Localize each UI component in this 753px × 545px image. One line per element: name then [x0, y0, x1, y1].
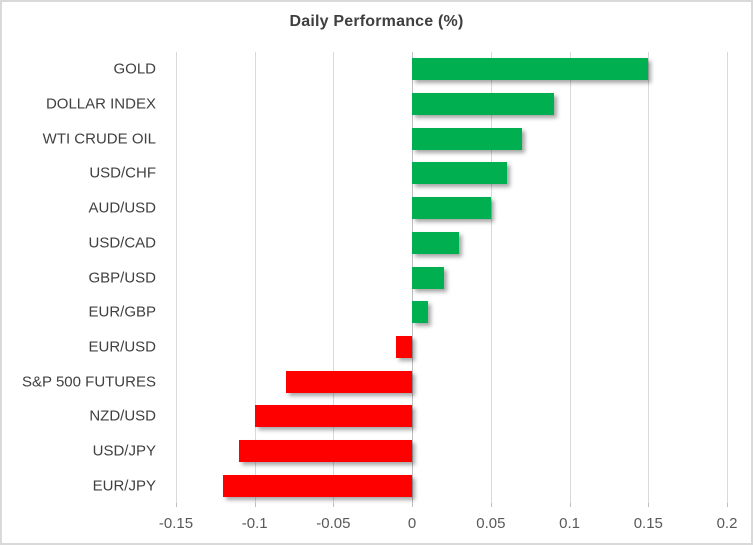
category-label: USD/CHF: [89, 164, 156, 182]
category-label: AUD/USD: [88, 199, 156, 217]
category-label: GOLD: [113, 60, 156, 78]
x-axis-tick-label: 0: [407, 515, 417, 532]
axis-tick-mark: [254, 503, 256, 507]
value-axis-labels: -0.15 -0.1 -0.05 0 0.05 0.1 0.15 0.2: [159, 515, 738, 537]
gridline: [569, 52, 571, 503]
plot-area: [176, 52, 728, 507]
chart-title: Daily Performance (%): [289, 13, 464, 30]
category-label: EUR/USD: [88, 338, 156, 356]
gridline: [648, 52, 650, 503]
category-label: EUR/GBP: [88, 303, 156, 321]
bar-eur-jpy: [223, 474, 413, 497]
category-label: EUR/JPY: [92, 477, 156, 495]
bar-s-p-500-futures: [286, 370, 413, 393]
bar-wti-crude-oil: [412, 127, 523, 150]
bar-usd-jpy: [239, 440, 413, 462]
category-label: GBP/USD: [88, 269, 156, 286]
axis-tick-mark: [412, 503, 414, 507]
gridline: [176, 52, 177, 503]
axis-tick-mark: [176, 503, 177, 507]
axis-tick-mark: [727, 503, 728, 507]
x-axis-tick-label: 0.05: [476, 515, 506, 532]
gridline: [490, 52, 492, 503]
axis-tick-mark: [490, 503, 492, 507]
category-label: USD/JPY: [92, 442, 156, 460]
x-axis-tick-label: 0.15: [633, 515, 663, 532]
gridline: [727, 52, 728, 503]
gridline: [254, 52, 256, 503]
x-axis-tick-label: 0.1: [559, 515, 581, 532]
category-label: USD/CAD: [88, 234, 156, 252]
category-label: S&P 500 FUTURES: [22, 373, 156, 391]
x-axis-tick-label: -0.15: [158, 515, 194, 532]
gridline: [333, 52, 335, 503]
axis-tick-mark: [333, 503, 335, 507]
bar-gbp-usd: [412, 266, 444, 289]
axis-tick-mark: [569, 503, 571, 507]
category-label: WTI CRUDE OIL: [42, 130, 156, 148]
bar-eur-gbp: [412, 301, 428, 324]
bar-dollar-index: [412, 93, 554, 115]
category-label: NZD/USD: [89, 407, 156, 425]
bar-usd-chf: [412, 162, 507, 185]
x-axis-tick-label: -0.1: [241, 515, 268, 532]
x-axis-tick-label: -0.05: [316, 515, 351, 532]
bar-gold: [412, 58, 649, 81]
category-axis-labels: GOLD DOLLAR INDEX WTI CRUDE OIL USD/CHF AUD/…: [2, 52, 156, 503]
x-axis-tick-label: 0.2: [716, 515, 738, 532]
bar-eur-usd: [396, 335, 413, 358]
bar-usd-cad: [412, 231, 460, 254]
category-label: DOLLAR INDEX: [45, 95, 156, 113]
bar-aud-usd: [412, 197, 491, 220]
axis-tick-mark: [648, 503, 650, 507]
bar-nzd-usd: [254, 405, 413, 428]
